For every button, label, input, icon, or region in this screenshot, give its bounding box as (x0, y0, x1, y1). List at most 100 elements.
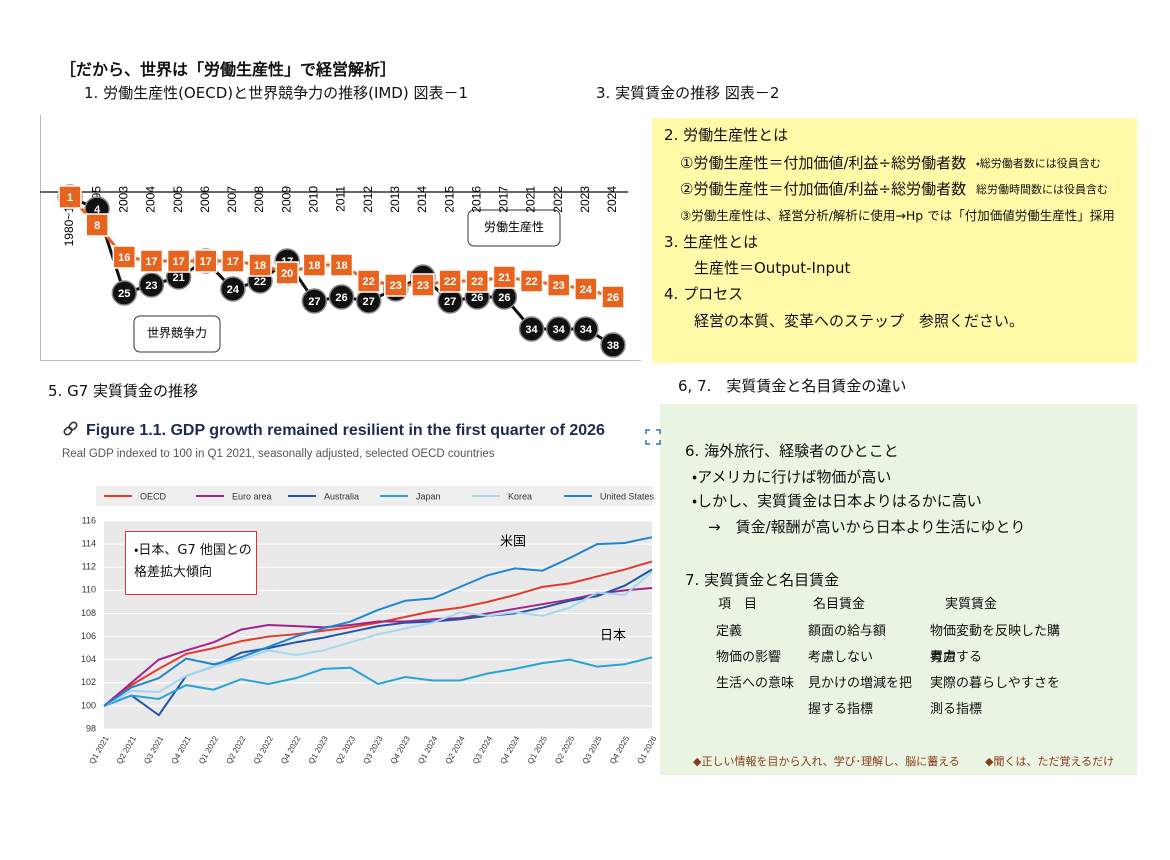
marker (384, 273, 408, 297)
marker (465, 269, 489, 293)
legend-label: Australia (324, 491, 359, 501)
y-tick-label: 102 (81, 677, 96, 687)
x-tick-label: Q4 2022 (279, 734, 302, 766)
data-label: 16 (118, 252, 130, 264)
callout-label: 労働生産性 (484, 220, 544, 234)
text-line: ①労働生産性＝付加価値/利益÷総労働者数 (680, 154, 967, 172)
y-tick-label: 98 (86, 723, 96, 733)
text-line: 2. 労働生産性とは (664, 126, 789, 144)
x-tick-label: Q2 2025 (553, 734, 576, 766)
x-tick-label: 2015 (442, 186, 456, 213)
table-cell: 物価の影響 (716, 650, 782, 665)
callout (133, 315, 221, 353)
x-tick-label: 2013 (388, 186, 402, 213)
marker (194, 249, 218, 273)
x-tick-label: 2014 (415, 186, 429, 213)
table-cell: 実際の暮らしやすさを測る指標 (930, 676, 1060, 717)
marker (220, 276, 246, 302)
table-cell: 考慮する (930, 650, 983, 665)
callout (467, 209, 561, 247)
data-label: 27 (444, 296, 456, 308)
x-tick-label: 2003 (116, 186, 130, 213)
x-tick-label: Q1 2025 (526, 734, 549, 766)
y-tick-label: 104 (81, 654, 96, 664)
data-label: 22 (444, 276, 456, 288)
marker (574, 277, 598, 301)
y-tick-label: 110 (82, 585, 96, 595)
section-heading: 6, 7. 実質賃金と名目賃金の違い (678, 377, 907, 395)
x-tick-label: Q4 2025 (608, 734, 631, 766)
callout-label: 米国 (500, 533, 526, 548)
callout-label: 世界競争力 (147, 326, 207, 340)
marker (546, 273, 571, 297)
data-label: 22 (363, 276, 375, 288)
series-line (103, 536, 653, 707)
x-tick-label: Q4 2024 (498, 734, 521, 766)
data-label: 24 (580, 284, 593, 296)
x-tick-label: 2016 (469, 186, 483, 213)
data-label: 18 (335, 260, 347, 272)
table-cell: 考慮しない (808, 650, 874, 665)
data-label: 17 (227, 256, 239, 268)
data-label: 22 (471, 276, 483, 288)
data-label: 26 (607, 292, 619, 304)
x-tick-label: 2010 (307, 186, 321, 213)
y-tick-label: 116 (82, 515, 96, 525)
table-cell: 生活への意味 (716, 676, 795, 691)
data-label: 38 (607, 340, 619, 352)
marker (519, 269, 544, 293)
series-line (103, 656, 653, 707)
section-heading: 1. 労働生産性(OECD)と世界競争力の推移(IMD) 図表－1 (84, 84, 469, 102)
marker (329, 253, 354, 277)
data-label: 17 (200, 256, 212, 268)
x-tick-label: Q2 2021 (115, 734, 138, 766)
x-tick-label: Q3 2023 (361, 734, 384, 766)
x-tick-label: 2007 (225, 186, 239, 213)
text-line: ・しかし、実質賃金は日本よりはるかに高い (692, 492, 982, 510)
text-line: 3. 生産性とは (664, 233, 759, 251)
legend-label: United States (600, 491, 655, 501)
marker (166, 249, 191, 273)
x-tick-label: 2005 (171, 186, 185, 213)
series-line (103, 571, 653, 707)
data-label: 25 (118, 288, 130, 300)
series-line (103, 587, 653, 707)
text-line: 生産性＝Output-Input (694, 259, 851, 277)
data-label: 26 (335, 292, 347, 304)
legend-bg (96, 486, 652, 506)
x-tick-label: Q4 2021 (170, 734, 193, 766)
marker (58, 185, 82, 209)
annotation: ・日本、G7 他国との格差拡大傾向 (134, 543, 252, 580)
marker (248, 253, 272, 277)
marker (138, 272, 165, 298)
green-box (660, 404, 1137, 775)
expand-icon[interactable] (645, 429, 661, 445)
text-line: 経営の本質、変革へのステップ 参照ください。 (694, 312, 1025, 330)
legend-label: Korea (508, 491, 532, 501)
x-tick-label: 2024 (605, 186, 619, 213)
marker (492, 265, 517, 289)
marker (275, 261, 299, 285)
text-line: → 賃金/報酬が高いから日本より生活にゆとり (708, 518, 1026, 536)
marker (85, 213, 109, 237)
footer-note: ◆聞くは、ただ覚えるだけ (985, 755, 1115, 768)
data-label: 34 (580, 324, 593, 336)
x-tick-label: Q1 2023 (307, 734, 330, 766)
data-label: 34 (525, 324, 538, 336)
marker (111, 280, 138, 306)
x-tick-label: 2022 (551, 186, 565, 213)
table-cell: 見かけの増減を把握する指標 (808, 676, 913, 717)
data-label: 18 (308, 260, 320, 272)
marker (600, 332, 626, 358)
legend-label: Euro area (232, 491, 272, 501)
data-label: 1 (67, 192, 73, 204)
data-label: 34 (553, 324, 566, 336)
section-heading: 3. 実質賃金の推移 図表－2 (596, 84, 780, 102)
x-tick-label: 2008 (252, 186, 266, 213)
y-tick-label: 100 (81, 700, 96, 710)
data-label: 27 (308, 296, 320, 308)
marker (139, 249, 164, 273)
series-line (103, 560, 653, 707)
text-line: ②労働生産性＝付加価値/利益÷総労働者数 (680, 180, 967, 198)
